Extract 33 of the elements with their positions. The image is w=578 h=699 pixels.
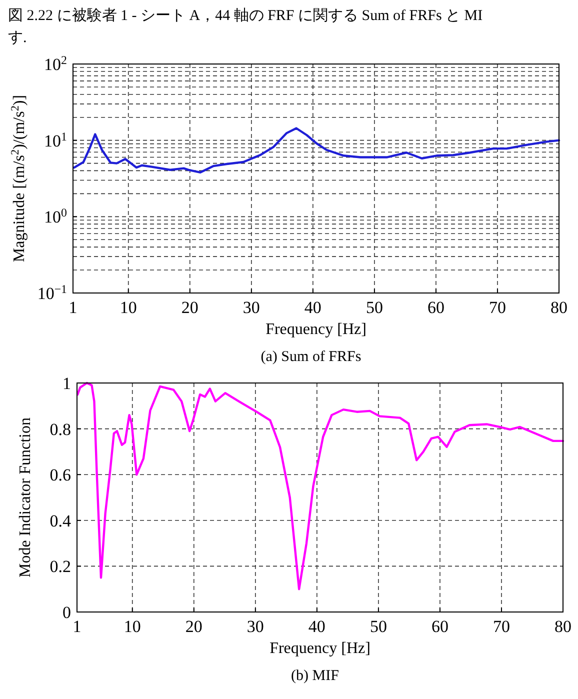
y-tick-label: 0.6 xyxy=(50,466,71,485)
x-tick-label: 50 xyxy=(366,298,383,317)
text: (a) Sum of FRFs xyxy=(260,349,362,365)
x-tick-label: 30 xyxy=(246,617,264,636)
x-tick-label: 70 xyxy=(492,617,510,636)
x-axis-title: Frequency [Hz] xyxy=(270,640,370,657)
y-tick-label: 10$^{1}$ xyxy=(44,129,68,150)
text: す. xyxy=(8,30,27,46)
text: (b) MIF xyxy=(291,668,339,684)
y-tick-label: 10$^{0}$ xyxy=(44,206,68,227)
x-tick-label: 60 xyxy=(431,617,448,636)
y-tick-label: 0.4 xyxy=(50,511,72,530)
x-tick-label: 30 xyxy=(242,298,260,317)
x-tick-label: 80 xyxy=(554,617,572,636)
x-tick-label: 20 xyxy=(181,298,198,317)
x-tick-label: 10 xyxy=(124,617,141,636)
x-tick-label: 40 xyxy=(304,298,322,317)
caption: 図 2.22 に被験者 1 - シート A，44 軸の FRF に関する Sum of FRFs と MI xyxy=(8,7,483,24)
x-tick-label: 70 xyxy=(488,298,506,317)
y-tick-label: 0.8 xyxy=(50,420,71,439)
y-tick-label: 10$^{−1}$ xyxy=(37,282,68,303)
x-tick-label: 40 xyxy=(308,617,326,636)
y-tick-label: 10$^{2}$ xyxy=(44,53,68,74)
x-tick-label: 60 xyxy=(427,298,444,317)
x-tick-label: 80 xyxy=(550,298,568,317)
x-tick-label: 20 xyxy=(185,617,202,636)
x-axis-title: Frequency [Hz] xyxy=(266,321,366,338)
y-tick-label: 0 xyxy=(62,603,71,622)
y-axis-title: Mode Indicator Function xyxy=(17,418,34,578)
y-tick-label: 0.2 xyxy=(50,557,71,576)
y-tick-label: 1 xyxy=(62,374,71,393)
x-tick-label: 50 xyxy=(370,617,387,636)
x-tick-label: 10 xyxy=(120,298,137,317)
